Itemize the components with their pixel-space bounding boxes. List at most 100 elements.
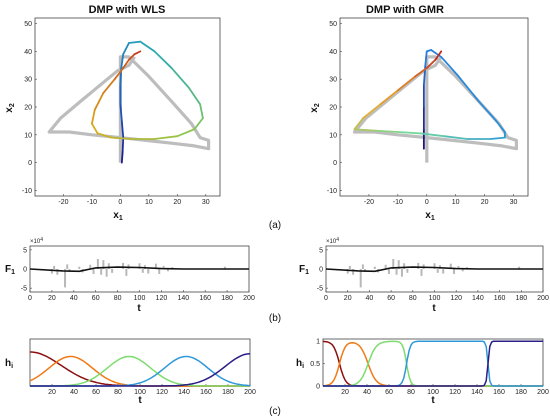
axes-box-c-right [322, 338, 544, 387]
chart-b-left: ×104 0 20 40 60 80 100 120 140 160 180 200-505 t F… [5, 237, 255, 314]
c-left-xtick-label: 60 [92, 389, 100, 396]
a-left-trajectory-segment [120, 150, 124, 164]
c-right-basis-line-1 [322, 341, 543, 387]
b-right-xtick-label: 200 [537, 295, 549, 302]
ylabel-c-left: h [5, 358, 11, 369]
a-left-trajectory-segment [187, 86, 201, 106]
a-right-trajectory-segment [489, 136, 506, 140]
c-right-basis-line-4 [323, 340, 543, 387]
a-right-trajectory-segment [424, 50, 428, 67]
b-left-xtick-label: 100 [134, 295, 146, 302]
b-left-xtick-label: 60 [92, 295, 100, 302]
a-right-trajectory-segment [353, 128, 376, 132]
a-left-ytick-label: 50 [24, 21, 32, 28]
a-left-ytick-label: 30 [24, 77, 32, 84]
svg-text:F1: F1 [5, 264, 15, 276]
b-left-ytick-label: -5 [21, 286, 27, 293]
c-left-basis-line-2 [30, 355, 250, 387]
xlabel-c-right: t [431, 395, 435, 406]
a-left-trajectory-segment [113, 67, 125, 81]
c-left-xtick-label: 80 [114, 389, 122, 396]
a-left-trajectory-segment [102, 78, 116, 94]
c-left-xtick-label: 180 [222, 389, 234, 396]
a-right-ytick-label: 30 [329, 77, 337, 84]
xlabel-sub-a-left: 1 [119, 215, 123, 222]
c-right-xtick-label: 200 [537, 389, 549, 396]
b-right-xtick-label: 40 [366, 295, 374, 302]
a-right-ytick-label: 50 [329, 21, 337, 28]
a-left-trajectory-segment [176, 128, 196, 138]
c-left-xtick-label: 200 [244, 389, 256, 396]
svg-text:hi: hi [296, 358, 304, 370]
panel-label-c: (c) [269, 406, 281, 417]
exponent-power-b-right: 4 [336, 237, 339, 243]
title-a-left: DMP with WLS [89, 4, 166, 16]
a-right-trajectory-segment [396, 131, 422, 135]
b-right-xtick-label: 160 [494, 295, 506, 302]
b-right-xtick-label: 80 [409, 295, 417, 302]
a-right-trajectory-segment [425, 58, 437, 69]
a-left-xtick-label: 30 [202, 199, 210, 206]
b-right-xtick-label: 120 [450, 295, 462, 302]
b-right-ytick-label: 0 [319, 267, 323, 274]
a-right-ytick-label: -10 [327, 188, 337, 195]
a-left-ytick-label: 20 [24, 105, 32, 112]
axes-box-c-left [29, 338, 251, 387]
ylabel-sub-b-right: 1 [305, 269, 309, 276]
xlabel-b-right: t [432, 303, 436, 314]
a-left-trajectory-segment [153, 50, 173, 69]
b-left-xtick-label: 200 [243, 295, 255, 302]
a-left-xtick-label: 10 [145, 199, 153, 206]
axes-box-a-right [339, 17, 529, 197]
a-left-xtick-label: -10 [87, 199, 97, 206]
a-right-trajectory-segment [353, 117, 365, 131]
c-left-basis-line-3 [30, 355, 251, 387]
chart-b-right: ×104 0 20 40 60 80 100 120 140 160 180 200-505 t F… [299, 237, 549, 314]
c-right-basis-line-3 [323, 340, 543, 387]
a-left-trajectory-segment [128, 40, 142, 44]
ylabel-sub-a-right: 2 [314, 103, 321, 107]
c-right-xtick-label: 80 [407, 389, 415, 396]
a-left-trajectory-segment [120, 53, 125, 69]
a-left-trajectory-segment [120, 120, 125, 139]
exponent-power-b-left: 4 [40, 237, 43, 243]
a-right-trajectory-segment [457, 75, 480, 103]
ylabel-a-left: x [4, 107, 15, 113]
a-right-trajectory-segment [379, 89, 399, 106]
b-left-xtick-label: 0 [28, 295, 32, 302]
b-right-xtick-label: 100 [429, 295, 441, 302]
ylabel-c-right: h [296, 358, 302, 369]
a-right-trajectory-segment [414, 67, 428, 78]
c-right-xtick-label: 120 [449, 389, 461, 396]
c-left-xtick-label: 40 [70, 389, 78, 396]
c-right-basis-line-0 [322, 340, 543, 387]
a-right-ytick-label: 40 [329, 49, 337, 56]
svg-text:F1: F1 [299, 264, 309, 276]
a-left-trajectory-segment [128, 53, 136, 61]
c-right-xtick-label: 180 [515, 389, 527, 396]
a-left-trajectory-segment [193, 117, 204, 131]
b-right-ytick-label: 5 [319, 247, 323, 254]
chart-a-right: DMP with GMR -20 -10 0 10 20 30 -10 0 10 20 30 40 50… [309, 4, 529, 222]
c-right-xtick-label: 40 [363, 389, 371, 396]
a-right-xtick-label: 20 [481, 199, 489, 206]
c-right-ytick-label: 0.5 [310, 361, 320, 368]
a-left-trajectory-segment [121, 136, 125, 153]
b-left-xtick-label: 40 [70, 295, 78, 302]
xlabel-b-left: t [137, 303, 141, 314]
b-left-forcing-line [29, 266, 249, 273]
a-right-trajectory-segment [440, 56, 460, 78]
a-right-trajectory-segment [396, 75, 417, 92]
b-left-ytick-label: 0 [23, 267, 27, 274]
a-left-trajectory-segment [93, 92, 105, 111]
ylabel-a-right: x [309, 107, 320, 113]
a-left-trajectory-segment [199, 103, 204, 120]
c-right-basis-line-2 [323, 340, 543, 387]
xlabel-c-left: t [138, 395, 142, 406]
a-right-trajectory-segment [430, 49, 443, 58]
b-left-xtick-label: 180 [221, 295, 233, 302]
a-left-trajectory-segment [91, 122, 99, 135]
svg-text:×104: ×104 [30, 237, 43, 245]
c-right-xtick-label: 20 [341, 389, 349, 396]
b-right-forcing-line [325, 266, 543, 273]
